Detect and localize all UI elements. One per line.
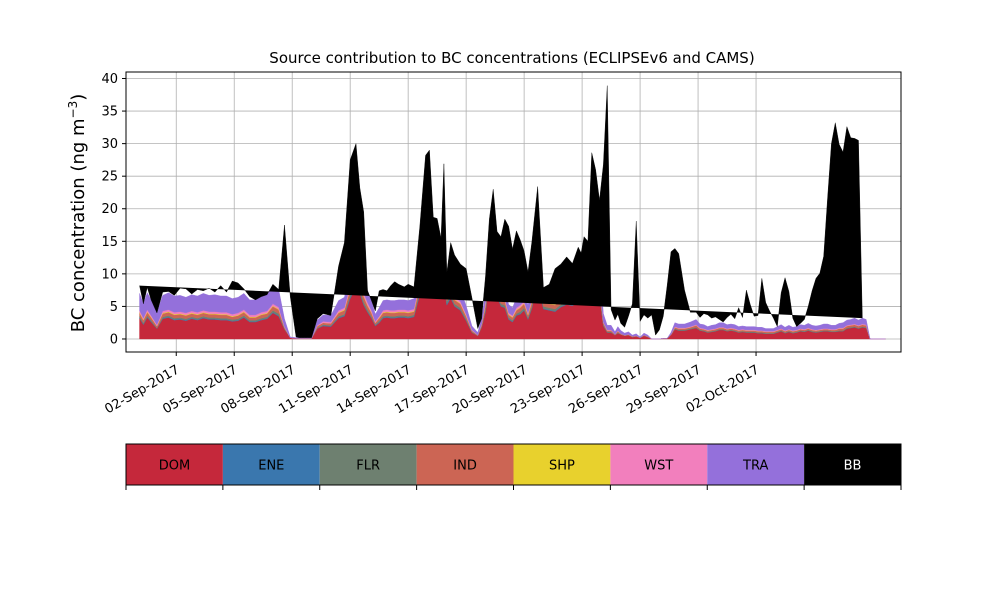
- legend-swatch-tra: [707, 444, 805, 485]
- chart-title: Source contribution to BC concentrations…: [269, 49, 754, 67]
- y-axis-ticks: 0 5 10 15 20 25 30 35 40: [101, 72, 126, 347]
- legend-label-shp: SHP: [549, 459, 575, 474]
- legend-label-flr: FLR: [356, 459, 380, 474]
- legend-swatch-ene: [222, 444, 320, 485]
- y-tick-label: 30: [101, 137, 118, 152]
- y-tick-label: 10: [101, 267, 118, 282]
- legend-label-dom: DOM: [159, 459, 190, 474]
- y-axis-title-close: ): [68, 94, 89, 101]
- legend-label-bb: BB: [844, 459, 862, 474]
- legend-label-tra: TRA: [742, 459, 768, 474]
- legend-label-ind: IND: [453, 459, 477, 474]
- area-series-bb: [139, 85, 863, 338]
- legend-swatch-shp: [513, 444, 611, 485]
- y-axis-title-superscript: −3: [66, 101, 80, 119]
- x-axis-ticks: 02-Sep-201705-Sep-201708-Sep-201711-Sep-…: [102, 352, 762, 417]
- legend-swatch-flr: [319, 444, 417, 485]
- y-axis-title-main: BC concentration (ng m: [68, 118, 89, 332]
- plot-frame: [125, 71, 902, 353]
- y-tick-label: 5: [110, 300, 118, 315]
- legend-label-ene: ENE: [258, 459, 284, 474]
- legend-swatch-wst: [610, 444, 708, 485]
- stacked-area-layers: [139, 85, 886, 340]
- legend-swatch-bb: [804, 444, 901, 485]
- legend-label-wst: WST: [644, 459, 673, 474]
- y-tick-label: 20: [101, 202, 118, 217]
- y-tick-label: 25: [101, 170, 118, 185]
- y-tick-label: 35: [101, 105, 118, 120]
- y-tick-label: 15: [101, 235, 118, 250]
- source-legend: DOM ENE FLR IND SHP WST TRA BB: [125, 443, 902, 490]
- y-tick-label: 40: [101, 72, 118, 87]
- legend-swatch-dom: [126, 444, 223, 485]
- y-axis-title: BC concentration (ng m−3): [66, 94, 89, 333]
- y-tick-label: 0: [110, 332, 118, 347]
- legend-swatch-ind: [416, 444, 514, 485]
